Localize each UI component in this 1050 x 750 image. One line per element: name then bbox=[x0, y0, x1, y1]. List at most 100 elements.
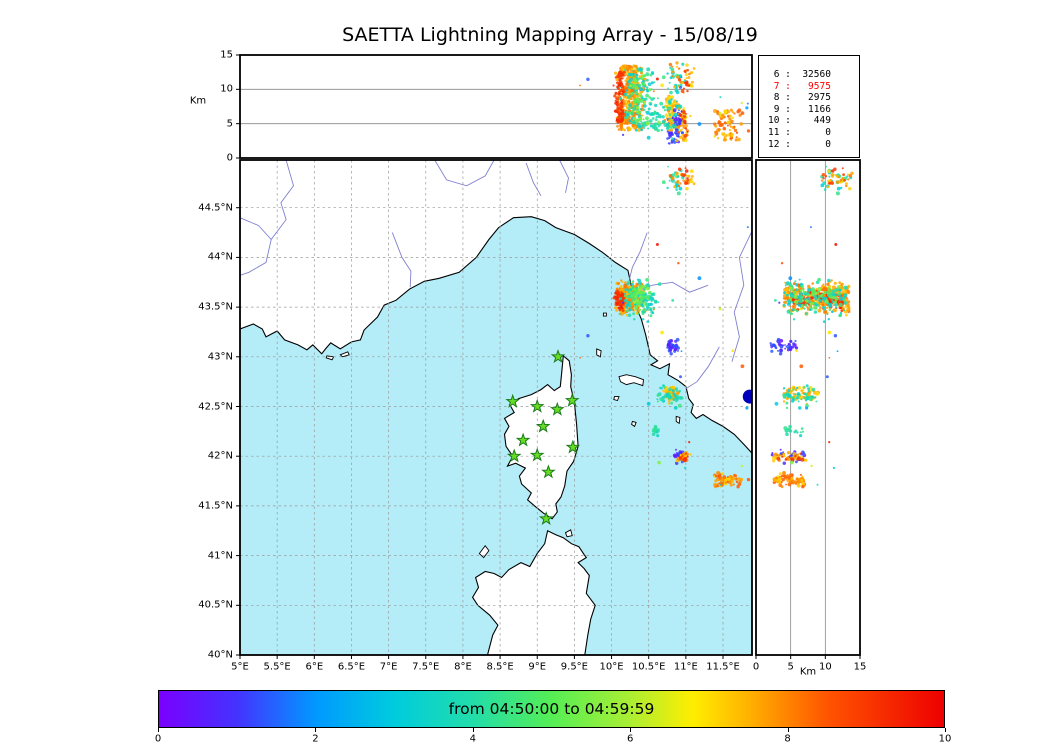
small-island bbox=[596, 348, 602, 358]
lma-station-star bbox=[529, 398, 545, 413]
alt-tick-label: 10 bbox=[818, 661, 832, 673]
lon-tick-label: 11°E bbox=[673, 661, 698, 673]
sardinia-island bbox=[471, 530, 596, 655]
river bbox=[391, 232, 412, 288]
colorbar-tick-mark bbox=[472, 728, 474, 732]
stats-row: 11 : 0 bbox=[768, 126, 831, 138]
map-gridlines bbox=[240, 160, 752, 655]
corsica-island bbox=[503, 354, 579, 520]
stats-row: 7 : 9575 bbox=[768, 80, 831, 92]
lon-tick-label: 9.5°E bbox=[560, 661, 589, 673]
stats-row: 8 : 2975 bbox=[768, 92, 831, 104]
lma-station-star bbox=[506, 448, 522, 463]
lma-station-star bbox=[505, 393, 521, 408]
colorbar-tick-mark bbox=[787, 728, 789, 732]
panel-border bbox=[239, 159, 753, 656]
stats-row: 6 : 32560 bbox=[768, 69, 831, 80]
river bbox=[628, 232, 648, 280]
lma-station-star bbox=[549, 401, 565, 416]
lat-tick-label: 42.5°N bbox=[198, 401, 233, 412]
lat-tick-label: 40°N bbox=[207, 649, 233, 661]
lma-station-star bbox=[535, 418, 551, 433]
river bbox=[240, 160, 294, 276]
river bbox=[731, 232, 752, 362]
lon-tick-label: 5°E bbox=[231, 661, 249, 673]
panel-border bbox=[755, 159, 861, 656]
colorbar-tick-mark bbox=[158, 728, 159, 732]
small-island bbox=[478, 544, 490, 559]
lake-bolsena bbox=[742, 389, 752, 404]
lma-station-star bbox=[529, 447, 545, 462]
lma-station-stars bbox=[505, 349, 581, 526]
lon-tick-label: 10°E bbox=[599, 661, 624, 673]
station-stats-box: 6 : 32560 7 : 9575 8 : 2975 9 : 1166 10 :… bbox=[758, 55, 860, 158]
lat-tick-label: 43°N bbox=[207, 351, 233, 363]
km-label-top: Km bbox=[189, 95, 207, 107]
river bbox=[434, 160, 495, 187]
colorbar-tick-mark bbox=[630, 728, 632, 732]
colorbar-tick-label: 2 bbox=[312, 733, 319, 745]
lat-tick-label: 41°N bbox=[207, 550, 233, 562]
river bbox=[240, 217, 272, 240]
small-island bbox=[564, 529, 573, 538]
lon-tick-label: 8°E bbox=[454, 661, 472, 673]
alt-tick-label: 15 bbox=[220, 49, 233, 61]
river bbox=[525, 162, 542, 197]
alt-tick-label: 5 bbox=[787, 661, 794, 673]
lat-tick-label: 40.5°N bbox=[198, 599, 233, 611]
colorbar-tick-label: 8 bbox=[784, 733, 791, 745]
page-title: SAETTA Lightning Mapping Array - 15/08/1… bbox=[342, 24, 758, 46]
colorbar-tick-label: 0 bbox=[154, 733, 162, 745]
lma-station-star bbox=[550, 349, 566, 364]
small-island bbox=[339, 351, 350, 358]
altitude-latitude-panel bbox=[755, 159, 861, 659]
mainland-europe bbox=[240, 160, 752, 455]
lat-tick-label: 42°N bbox=[207, 450, 233, 462]
small-island bbox=[602, 312, 607, 317]
lon-tick-label: 8.5°E bbox=[486, 661, 514, 673]
lon-tick-label: 10.5°E bbox=[631, 661, 666, 673]
km-label-right: Km bbox=[799, 666, 817, 678]
lat-tick-label: 44.5°N bbox=[198, 202, 233, 214]
alt-tick-label: 10 bbox=[220, 83, 233, 95]
lightning-points bbox=[579, 61, 751, 145]
stats-row: 9 : 1166 bbox=[768, 103, 831, 115]
altitude-longitude-panel bbox=[236, 54, 753, 159]
colorbar-tick-label: 4 bbox=[469, 733, 476, 745]
lma-station-star bbox=[564, 392, 580, 407]
alt-tick-label: 15 bbox=[853, 661, 867, 673]
colorbar-tick-label: 10 bbox=[938, 733, 952, 745]
lat-tick-label: 44°N bbox=[207, 251, 233, 263]
small-island bbox=[613, 396, 620, 402]
lma-station-star bbox=[565, 439, 581, 454]
stats-row: 12 : 0 bbox=[768, 138, 831, 150]
panel-border bbox=[239, 54, 753, 159]
lma-station-star bbox=[538, 511, 554, 526]
alt-tick-label: 5 bbox=[226, 118, 233, 130]
lon-tick-label: 7°E bbox=[379, 661, 398, 673]
river bbox=[559, 160, 569, 193]
alt-tick-label: 0 bbox=[752, 661, 760, 673]
lightning-points bbox=[579, 165, 751, 489]
lightning-points bbox=[769, 165, 854, 489]
small-island bbox=[675, 415, 681, 425]
colorbar-tick-mark bbox=[315, 728, 317, 732]
stats-row: 10 : 449 bbox=[768, 115, 831, 127]
lon-tick-label: 9°E bbox=[528, 661, 547, 673]
lon-tick-label: 11.5°E bbox=[706, 661, 740, 673]
map-panel bbox=[236, 159, 753, 659]
lat-tick-label: 43.5°N bbox=[198, 301, 233, 313]
lon-tick-label: 6°E bbox=[305, 661, 324, 673]
colorbar-tick-mark bbox=[945, 728, 946, 732]
lma-station-star bbox=[541, 464, 556, 479]
alt-tick-label: 0 bbox=[226, 152, 233, 164]
lma-station-star bbox=[515, 432, 531, 447]
small-island bbox=[618, 374, 644, 387]
lat-tick-label: 41.5°N bbox=[198, 500, 233, 512]
lon-tick-label: 5.5°E bbox=[263, 661, 291, 673]
colorbar: from 04:50:00 to 04:59:59 bbox=[158, 690, 945, 728]
colorbar-tick-label: 6 bbox=[627, 733, 634, 745]
lon-tick-label: 6.5°E bbox=[337, 661, 366, 673]
lon-tick-label: 7.5°E bbox=[412, 661, 440, 673]
